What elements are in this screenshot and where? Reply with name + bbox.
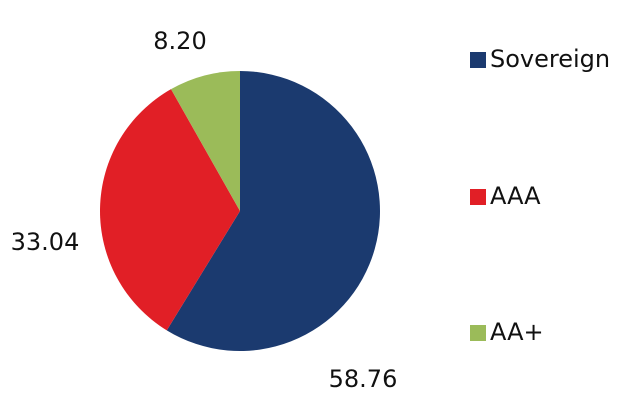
pie-slice bbox=[166, 71, 380, 351]
legend-label: AAA bbox=[490, 182, 541, 210]
data-label: 58.76 bbox=[329, 365, 398, 393]
legend-label: AA+ bbox=[490, 318, 544, 346]
legend-label: Sovereign bbox=[490, 45, 610, 73]
data-label: 33.04 bbox=[11, 228, 80, 256]
data-label: 8.20 bbox=[153, 27, 206, 55]
pie-slice bbox=[99, 89, 240, 331]
legend-swatch bbox=[470, 52, 486, 68]
legend-swatch bbox=[470, 189, 486, 205]
pie-slice bbox=[171, 71, 240, 211]
legend-swatch bbox=[470, 325, 486, 341]
